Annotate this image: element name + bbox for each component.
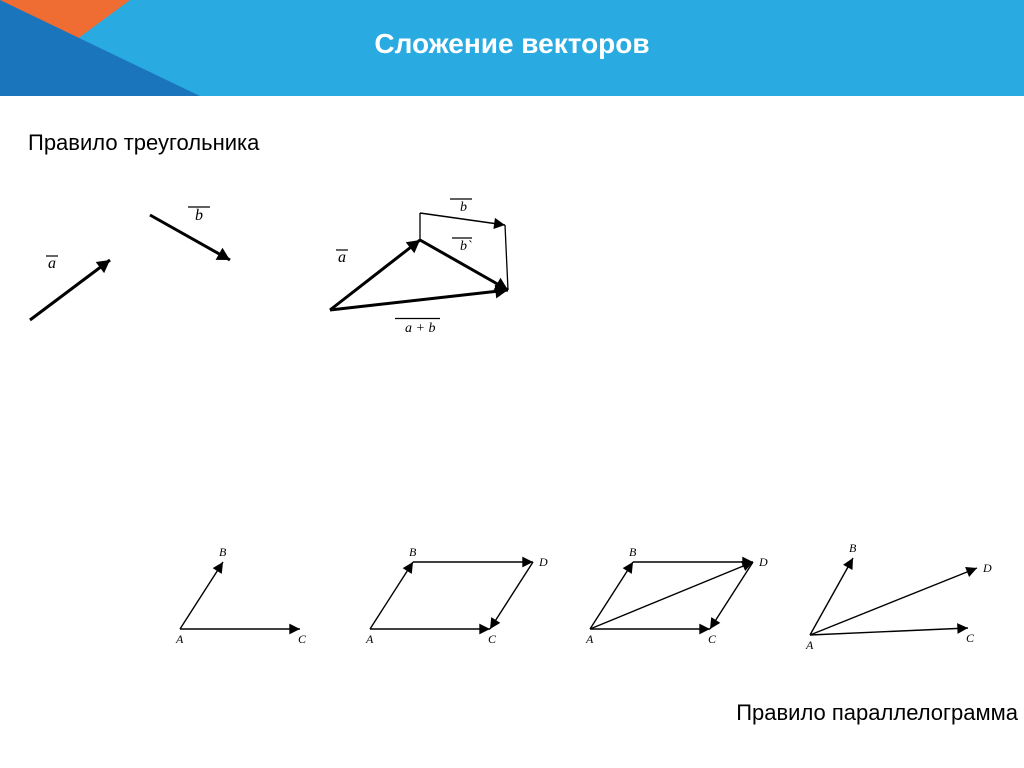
svg-text:D: D (538, 555, 548, 569)
parallelogram-rule-figure: A B C A B C D A B C D A B C D (0, 530, 1024, 670)
svg-text:A: A (585, 632, 594, 646)
svg-text:D: D (758, 555, 768, 569)
svg-text:C: C (708, 632, 717, 646)
svg-text:A: A (175, 632, 184, 646)
svg-text:b: b (195, 207, 203, 224)
svg-text:a + b: a + b (405, 321, 435, 336)
parallelogram-rule-label: Правило параллелограмма (736, 700, 1018, 726)
svg-text:A: A (805, 638, 814, 652)
triangle-rule-figure: a b b a b` a + b (0, 0, 560, 380)
svg-text:C: C (298, 632, 307, 646)
svg-text:a: a (48, 255, 56, 272)
svg-text:b`: b` (460, 239, 472, 254)
svg-text:A: A (365, 632, 374, 646)
svg-text:C: C (966, 631, 975, 645)
svg-text:B: B (849, 541, 857, 555)
svg-text:B: B (629, 545, 637, 559)
svg-text:D: D (982, 561, 992, 575)
svg-text:b: b (460, 200, 467, 215)
svg-text:B: B (409, 545, 417, 559)
svg-text:B: B (219, 545, 227, 559)
svg-text:a: a (338, 249, 346, 266)
svg-text:C: C (488, 632, 497, 646)
